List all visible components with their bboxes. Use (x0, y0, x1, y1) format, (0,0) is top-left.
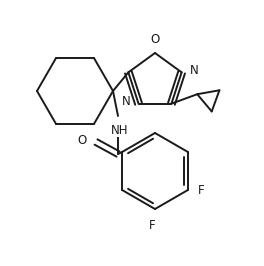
Text: N: N (122, 95, 130, 108)
Text: O: O (150, 33, 160, 46)
Text: F: F (149, 219, 155, 232)
Text: N: N (190, 64, 198, 77)
Text: NH: NH (111, 124, 129, 137)
Text: O: O (78, 134, 87, 147)
Text: F: F (198, 184, 205, 197)
